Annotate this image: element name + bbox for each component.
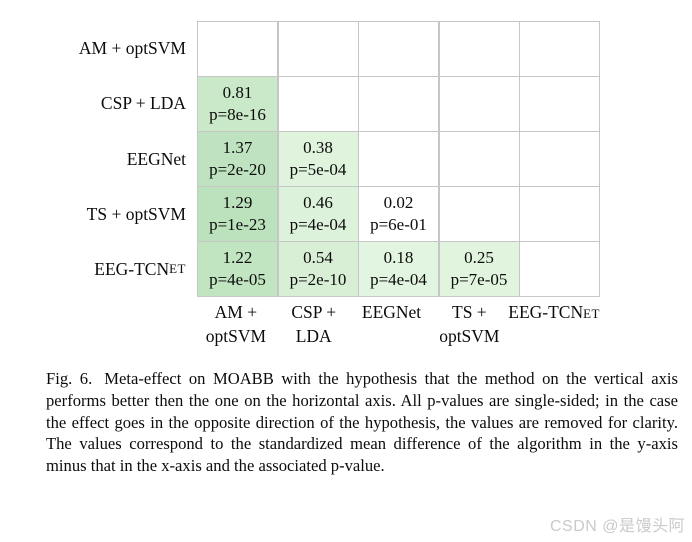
matrix-cell-empty [520,77,599,131]
col-label-line1: EEG-TCN [508,302,584,322]
cell-pvalue: p=1e-23 [209,215,266,235]
cell-pvalue: p=4e-04 [370,270,427,290]
matrix-cell-empty [439,132,519,186]
col-label-ts-optsvm: TS + optSVM [430,301,508,347]
col-label-line2: optSVM [205,326,267,346]
col-label-line2: LDA [295,326,332,346]
col-label-am-optsvm: AM + optSVM [197,301,275,347]
matrix-cell: 0.18 p=4e-04 [359,242,438,296]
row-label-text: TS + optSVM [86,203,186,224]
matrix-cell-empty [359,77,438,131]
cell-value: 1.29 [222,193,253,213]
matrix-cell: 1.29 p=1e-23 [198,187,277,241]
matrix-cell: 1.22 p=4e-05 [198,242,277,296]
cell-pvalue: p=2e-20 [209,159,266,179]
meta-effect-matrix: 0.81 p=8e-16 1.37 p=2e-20 0.38 p=5e-04 1… [197,21,600,297]
matrix-cell-empty [439,187,519,241]
figure-caption: Fig. 6. Meta-effect on MOABB with the hyp… [46,368,678,477]
matrix-col-labels: AM + optSVM CSP + LDA EEGNet TS + optSVM… [197,301,600,347]
matrix-cell: 0.25 p=7e-05 [439,242,519,296]
cell-value: 0.25 [464,248,494,268]
matrix-cell-empty [520,242,599,296]
cell-pvalue: p=6e-01 [370,215,427,235]
cell-value: 0.46 [303,193,333,213]
cell-pvalue: p=8e-16 [209,104,266,124]
col-label-line1: EEGNet [361,302,422,322]
row-label-eegnet: EEGNet [0,131,191,186]
matrix-cell-empty [520,22,599,76]
row-label-text: EEG-TCN [94,258,170,279]
col-label-eegnet: EEGNet [353,301,431,347]
matrix-cell-empty [439,22,519,76]
caption-text: Meta-effect on MOABB with the hypothesis… [46,369,678,476]
row-label-csp-lda: CSP + LDA [0,76,191,131]
cell-value: 0.81 [222,83,253,103]
matrix-cell-empty [359,22,438,76]
cell-value: 1.37 [222,138,253,158]
matrix-cell-empty [520,132,599,186]
matrix-cell-empty [278,77,358,131]
matrix-cell-empty [278,22,358,76]
matrix-cell: 0.54 p=2e-10 [278,242,358,296]
col-label-csp-lda: CSP + LDA [275,301,353,347]
col-label-line1: TS + [452,302,487,322]
matrix-cell: 0.02 p=6e-01 [359,187,438,241]
row-label-ts-optsvm: TS + optSVM [0,187,191,242]
row-label-text: AM + optSVM [78,38,186,59]
cell-pvalue: p=7e-05 [450,270,508,290]
matrix-cell-empty [520,187,599,241]
matrix-row-labels: AM + optSVM CSP + LDA EEGNet TS + optSVM… [0,21,191,297]
matrix-cell-empty [439,77,519,131]
cell-value: 0.02 [383,193,414,213]
row-label-am-optsvm: AM + optSVM [0,21,191,76]
cell-value: 1.22 [222,248,253,268]
row-label-text: CSP + LDA [100,93,186,114]
row-label-smallcaps: ET [169,261,186,277]
figure-number: Fig. 6. [46,369,93,388]
col-label-smallcaps: ET [583,306,600,321]
cell-pvalue: p=2e-10 [289,270,347,290]
matrix-cell: 0.46 p=4e-04 [278,187,358,241]
cell-pvalue: p=4e-05 [209,270,266,290]
matrix-cell: 1.37 p=2e-20 [198,132,277,186]
cell-value: 0.38 [303,138,333,158]
row-label-eeg-tcnet: EEG-TCN ET [0,242,191,297]
col-label-line1: AM + [214,302,258,322]
cell-value: 0.54 [303,248,333,268]
cell-pvalue: p=4e-04 [289,215,347,235]
matrix-cell-empty [359,132,438,186]
matrix-cell: 0.81 p=8e-16 [198,77,277,131]
col-label-line1: CSP + [291,302,337,322]
row-label-text: EEGNet [126,148,186,169]
col-label-eeg-tcnet: EEG-TCNET [508,301,600,347]
matrix-cell-empty [198,22,277,76]
cell-pvalue: p=5e-04 [289,159,347,179]
col-label-line2: optSVM [439,326,500,346]
matrix-cell: 0.38 p=5e-04 [278,132,358,186]
cell-value: 0.18 [383,248,414,268]
csdn-watermark: CSDN @是馒头阿 [549,518,685,535]
